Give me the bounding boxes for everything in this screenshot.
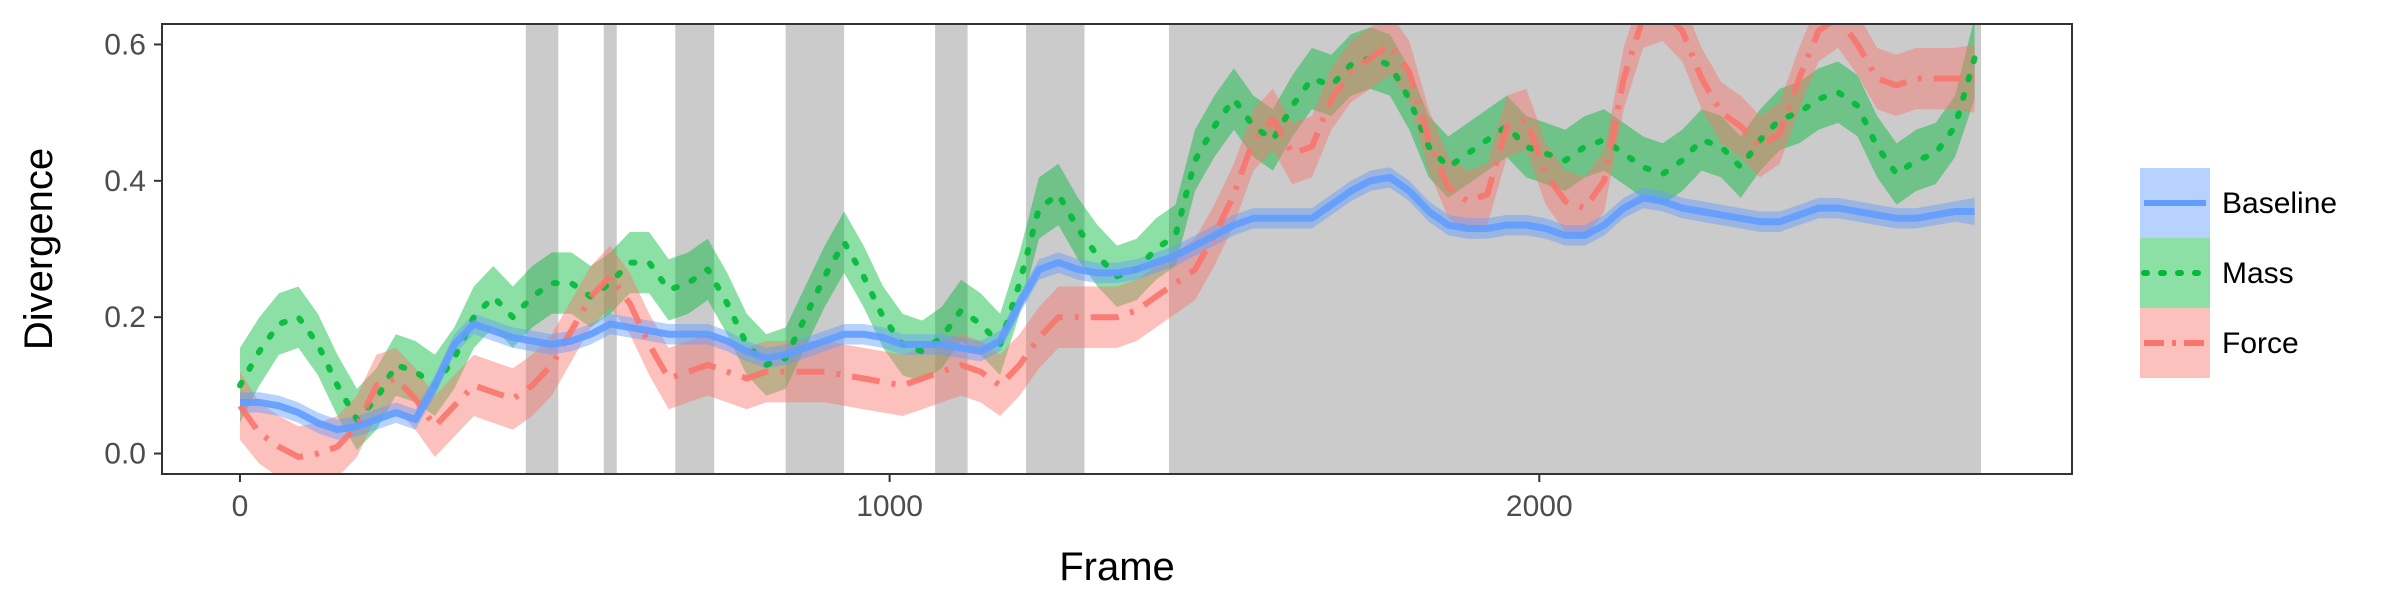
shaded-intervals: [525, 24, 1982, 474]
line-baseline: [240, 173, 1975, 434]
shaded-interval-2: [603, 24, 617, 474]
x-tick-label: 1000: [856, 490, 923, 523]
y-tick-label: 0.2: [104, 301, 146, 334]
band-mass: [240, 24, 1975, 451]
shaded-interval-6: [1026, 24, 1085, 474]
y-tick-label: 0.6: [104, 28, 146, 61]
series-lines: [237, 24, 1978, 460]
y-axis-title: Divergence: [17, 148, 61, 350]
shaded-interval-3: [675, 24, 715, 474]
line-mass: [237, 55, 1978, 423]
axes: 0 1000 2000 0.0 0.2 0.4 0.6: [104, 28, 1572, 523]
plot-frame: [161, 23, 2073, 475]
x-tick-label: 0: [232, 490, 249, 523]
legend: Baseline Mass Force: [2140, 168, 2337, 378]
shaded-interval-4: [785, 24, 845, 474]
shaded-interval-7: [1168, 24, 1982, 474]
band-force: [240, 24, 1975, 474]
x-tick-label: 2000: [1506, 490, 1573, 523]
y-tick-label: 0.4: [104, 165, 146, 198]
x-axis-title: Frame: [1059, 545, 1175, 589]
shaded-interval-5: [935, 24, 968, 474]
shaded-interval-1: [525, 24, 559, 474]
line-force: [237, 24, 1975, 460]
band-baseline: [240, 167, 1975, 440]
legend-label-mass: Mass: [2222, 257, 2294, 290]
confidence-bands: [240, 24, 1975, 474]
y-tick-label: 0.0: [104, 438, 146, 471]
legend-label-baseline: Baseline: [2222, 187, 2337, 220]
legend-label-force: Force: [2222, 327, 2299, 360]
